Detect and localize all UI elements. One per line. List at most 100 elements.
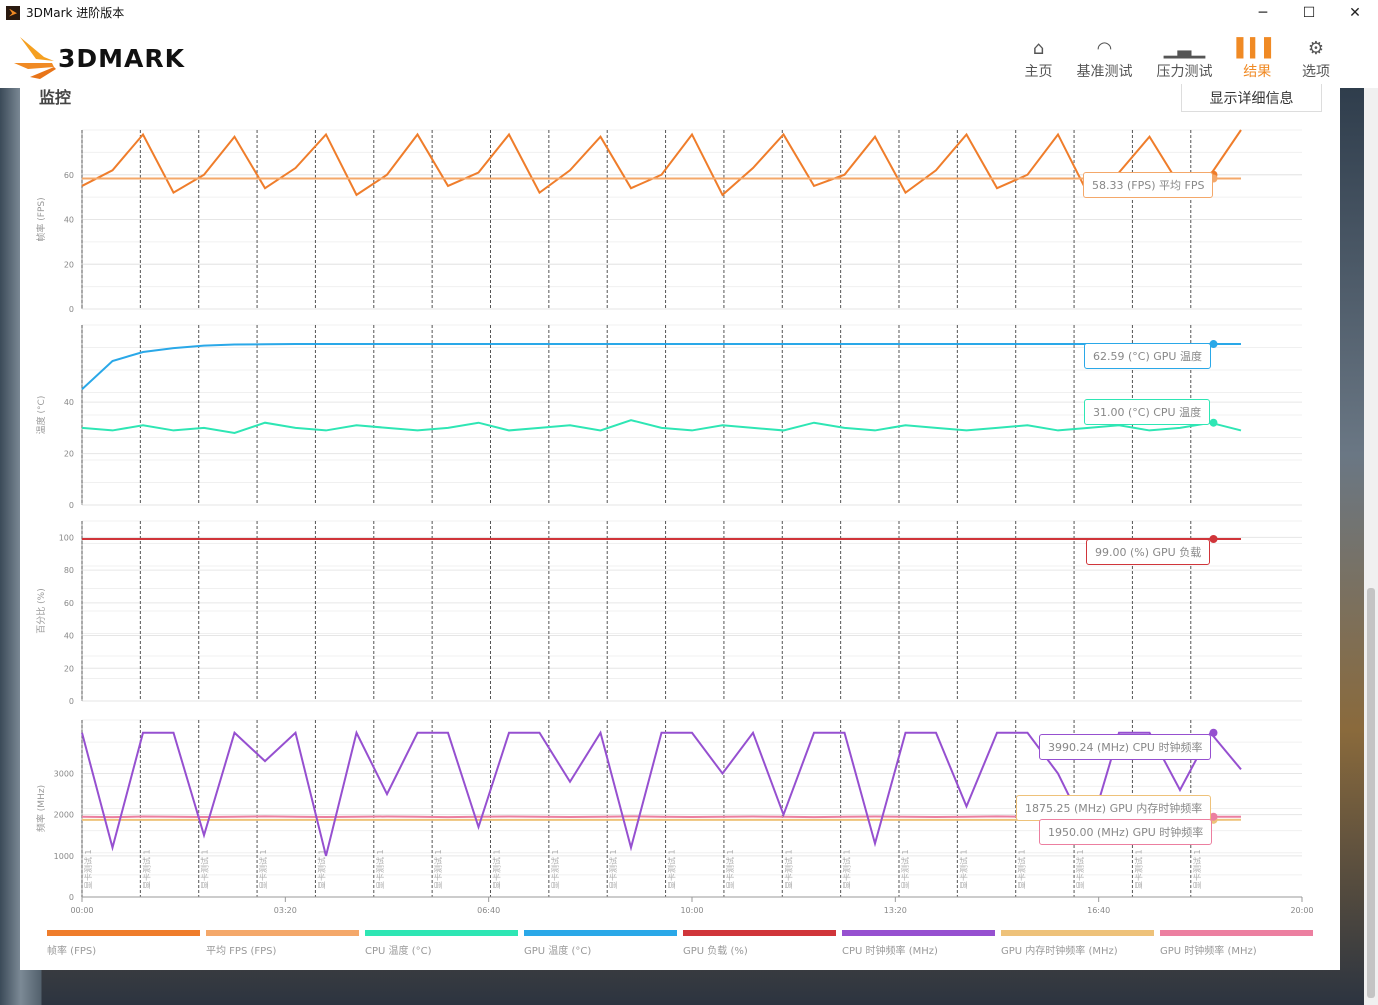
- test-marker-label: 显卡测试 1: [375, 849, 385, 889]
- nav-label: 压力测试: [1156, 64, 1213, 80]
- gauge-icon: ◠: [1096, 37, 1113, 59]
- test-marker-label: 显卡测试 1: [608, 849, 618, 889]
- value-tooltip: 62.59 (°C) GPU 温度: [1084, 343, 1211, 369]
- test-marker-label: 显卡测试 1: [491, 849, 501, 889]
- test-marker-label: 显卡测试 1: [1017, 849, 1027, 889]
- y-tick-label: 40: [64, 398, 74, 407]
- maximize-button[interactable]: ☐: [1302, 4, 1316, 21]
- legend-item[interactable]: CPU 时钟频率 (MHz): [842, 930, 995, 957]
- y-tick-label: 1000: [54, 852, 74, 861]
- legend-swatch: [524, 930, 677, 936]
- y-tick-label: 0: [69, 697, 74, 706]
- y-tick-label: 60: [64, 599, 74, 608]
- x-tick-label: 13:20: [884, 906, 907, 915]
- y-tick-label: 0: [69, 305, 74, 314]
- test-marker-label: 显卡测试 1: [141, 849, 151, 889]
- legend-item[interactable]: GPU 温度 (°C): [524, 930, 677, 957]
- nav-label: 选项: [1302, 64, 1330, 80]
- nav-item-1[interactable]: ◠ 基准测试: [1064, 35, 1144, 81]
- hover-dot: [1209, 418, 1218, 427]
- close-button[interactable]: ✕: [1349, 4, 1361, 21]
- nav-item-3[interactable]: ▌▍▌ 结果: [1224, 35, 1290, 81]
- legend-item[interactable]: CPU 温度 (°C): [365, 930, 518, 957]
- series-line: [81, 419, 1242, 435]
- legend-item[interactable]: 帧率 (FPS): [47, 930, 200, 957]
- value-tooltip: 99.00 (%) GPU 负载: [1086, 539, 1211, 565]
- test-marker-label: 显卡测试 1: [316, 849, 326, 889]
- test-marker-label: 显卡测试 1: [842, 849, 852, 889]
- x-tick-label: 10:00: [680, 906, 703, 915]
- main-nav: ⌂ 主页 ◠ 基准测试 ▁▃▁ 压力测试 ▌▍▌ 结果 ⚙ 选项: [1012, 35, 1342, 81]
- nav-item-0[interactable]: ⌂ 主页: [1012, 35, 1064, 81]
- test-marker-label: 显卡测试 1: [258, 849, 268, 889]
- hover-dot: [1209, 812, 1218, 821]
- y-tick-label: 60: [64, 171, 74, 180]
- y-tick-label: 100: [59, 533, 74, 542]
- legend-item[interactable]: GPU 时钟频率 (MHz): [1160, 930, 1313, 957]
- legend-item[interactable]: 平均 FPS (FPS): [206, 930, 359, 957]
- legend-swatch: [842, 930, 995, 936]
- hover-dot: [1209, 535, 1218, 543]
- test-marker-label: 显卡测试 1: [550, 849, 560, 889]
- legend-label: GPU 温度 (°C): [524, 946, 592, 957]
- y-tick-label: 3000: [54, 770, 74, 779]
- test-marker-label: 显卡测试 1: [200, 849, 210, 889]
- window-title: 3DMark 进阶版本: [26, 6, 125, 20]
- value-tooltip: 3990.24 (MHz) CPU 时钟频率: [1039, 734, 1212, 760]
- legend-swatch: [47, 930, 200, 936]
- legend-label: 帧率 (FPS): [47, 946, 97, 957]
- show-details-button[interactable]: 显示详细信息: [1181, 84, 1322, 112]
- title-bar: 3DMark 进阶版本 ─ ☐ ✕: [0, 0, 1378, 25]
- legend-item[interactable]: GPU 内存时钟频率 (MHz): [1001, 930, 1154, 957]
- logo-text: 3DMARK: [58, 44, 186, 73]
- gear-icon: ⚙: [1307, 37, 1325, 59]
- legend-label: CPU 时钟频率 (MHz): [842, 946, 938, 957]
- value-tooltip: 58.33 (FPS) 平均 FPS: [1083, 172, 1214, 198]
- test-marker-label: 显卡测试 1: [900, 849, 910, 889]
- app-icon: [6, 5, 20, 20]
- legend-label: GPU 内存时钟频率 (MHz): [1001, 946, 1118, 957]
- legend-swatch: [1160, 930, 1313, 936]
- series-line: [81, 129, 1242, 197]
- nav-item-2[interactable]: ▁▃▁ 压力测试: [1144, 35, 1224, 81]
- y-axis-label: 帧率 (FPS): [35, 197, 47, 241]
- test-marker-label: 显卡测试 1: [783, 849, 793, 889]
- legend-label: CPU 温度 (°C): [365, 946, 432, 957]
- scrollbar[interactable]: [1364, 88, 1378, 1005]
- test-marker-label: 显卡测试 1: [433, 849, 443, 889]
- 3dmark-logo[interactable]: 3DMARK: [14, 33, 224, 79]
- legend-label: GPU 时钟频率 (MHz): [1160, 946, 1257, 957]
- value-tooltip: 1875.25 (MHz) GPU 内存时钟频率: [1016, 795, 1212, 821]
- y-tick-label: 40: [64, 632, 74, 641]
- x-tick-label: 16:40: [1087, 906, 1110, 915]
- legend-label: GPU 负载 (%): [683, 946, 748, 957]
- test-marker-label: 显卡测试 1: [1075, 849, 1085, 889]
- y-axis-label: 百分比 (%): [35, 588, 47, 633]
- series-line: [81, 343, 1242, 391]
- chart-legend: 帧率 (FPS) 平均 FPS (FPS) CPU 温度 (°C) GPU 温度 (°…: [47, 930, 1313, 957]
- minimize-button[interactable]: ─: [1258, 4, 1268, 21]
- y-tick-label: 0: [69, 501, 74, 510]
- legend-item[interactable]: GPU 负载 (%): [683, 930, 836, 957]
- value-tooltip: 1950.00 (MHz) GPU 时钟频率: [1039, 819, 1213, 845]
- nav-label: 主页: [1024, 64, 1053, 80]
- legend-swatch: [683, 930, 836, 936]
- y-tick-label: 20: [64, 450, 74, 459]
- legend-swatch: [1001, 930, 1154, 936]
- y-axis-label: 温度 (°C): [35, 396, 47, 435]
- y-tick-label: 80: [64, 566, 74, 575]
- value-tooltip: 31.00 (°C) CPU 温度: [1084, 399, 1211, 425]
- legend-label: 平均 FPS (FPS): [206, 946, 277, 957]
- scrollbar-thumb[interactable]: [1367, 588, 1375, 998]
- test-marker-label: 显卡测试 1: [667, 849, 677, 889]
- nav-item-4[interactable]: ⚙ 选项: [1290, 35, 1342, 81]
- y-tick-label: 20: [64, 664, 74, 673]
- y-tick-label: 0: [69, 893, 74, 902]
- monitoring-panel: 0 20 40 60 帧率 (FPS) 0 20 40 温度 (°C) 0 20 40 60 80 100 百…: [20, 84, 1340, 970]
- results-icon: ▌▍▌: [1236, 37, 1278, 59]
- y-tick-label: 2000: [54, 811, 74, 820]
- test-marker-label: 显卡测试 1: [83, 849, 93, 889]
- y-axis-label: 频率 (MHz): [35, 785, 47, 832]
- y-tick-label: 20: [64, 260, 74, 269]
- test-marker-label: 显卡测试 1: [958, 849, 968, 889]
